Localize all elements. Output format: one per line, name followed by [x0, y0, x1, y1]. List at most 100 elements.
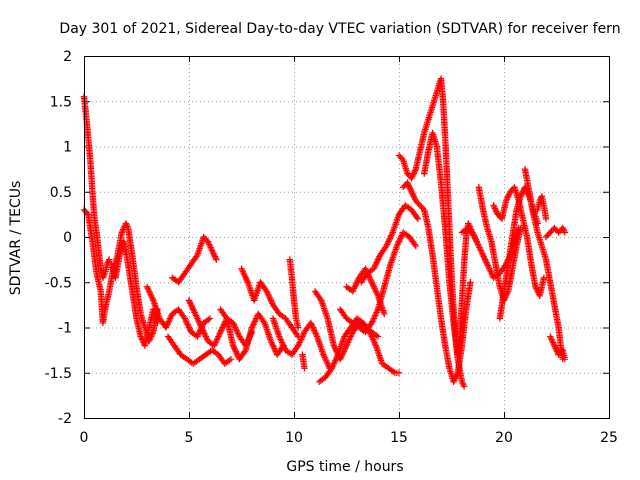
data-point-interp — [549, 339, 557, 346]
data-point — [328, 365, 335, 372]
data-point-interp — [367, 331, 375, 339]
data-point-interp — [372, 312, 379, 319]
data-point — [181, 315, 188, 322]
data-point-interp — [206, 242, 214, 250]
data-point-interp — [215, 333, 222, 340]
data-point-interp — [195, 330, 202, 337]
data-point-interp — [545, 230, 552, 238]
data-point — [458, 378, 466, 385]
data-point-interp — [209, 248, 216, 256]
data-point-interp — [479, 251, 487, 259]
x-tick-label: 15 — [390, 430, 408, 446]
data-point-interp — [194, 315, 201, 322]
data-point-interp — [239, 268, 247, 275]
data-point-interp — [249, 322, 256, 330]
data-point — [412, 197, 419, 204]
data-point — [229, 342, 237, 349]
data-point — [301, 365, 308, 372]
data-point — [320, 351, 327, 358]
data-point — [414, 215, 422, 223]
data-series — [80, 75, 569, 390]
series-arc-20 — [421, 129, 468, 390]
data-point-interp — [220, 322, 227, 330]
data-point — [561, 229, 569, 236]
data-point-interp — [372, 262, 379, 269]
data-point-interp — [213, 337, 220, 345]
data-point-interp — [410, 193, 417, 200]
data-point-interp — [352, 282, 359, 289]
data-point-interp — [165, 318, 172, 325]
chart-title: Day 301 of 2021, Sidereal Day-to-day VTE… — [59, 21, 620, 37]
data-point-interp — [411, 167, 419, 174]
data-point-interp — [370, 337, 377, 345]
data-point-interp — [367, 276, 374, 283]
data-point — [263, 288, 270, 295]
data-point-interp — [252, 316, 259, 324]
data-point-interp — [560, 226, 567, 233]
x-axis-label: GPS time / hours — [286, 459, 403, 475]
data-point — [551, 224, 558, 232]
data-point-interp — [369, 318, 376, 325]
data-point-interp — [205, 239, 212, 247]
data-point-interp — [311, 327, 318, 334]
data-point-interp — [552, 226, 559, 233]
data-point-interp — [409, 171, 417, 179]
data-point — [206, 315, 214, 322]
data-point-interp — [308, 321, 315, 328]
data-point-interp — [148, 333, 155, 340]
data-point — [267, 337, 275, 345]
data-point — [238, 265, 245, 272]
data-point-interp — [297, 336, 305, 343]
series-arc-8 — [217, 306, 287, 363]
data-point-interp — [383, 241, 391, 248]
data-point-interp — [550, 340, 557, 348]
data-point-interp — [313, 331, 320, 339]
data-point-interp — [411, 168, 418, 176]
data-point-interp — [411, 241, 418, 248]
data-point — [460, 383, 468, 390]
data-point-interp — [367, 330, 374, 337]
data-point-interp — [373, 309, 380, 316]
data-point-interp — [372, 288, 380, 295]
data-point-interp — [451, 375, 459, 382]
data-point-interp — [409, 173, 416, 180]
data-point — [559, 224, 566, 232]
data-point-interp — [479, 250, 486, 257]
data-point-interp — [415, 200, 422, 208]
series-arc-16 — [337, 229, 419, 336]
data-point-interp — [190, 307, 198, 315]
data-point — [477, 247, 485, 254]
data-point — [330, 342, 338, 349]
data-point-interp — [353, 280, 360, 287]
series-arc-6 — [164, 333, 235, 367]
data-point-interp — [189, 304, 196, 312]
data-point — [227, 355, 235, 363]
series-arc-12 — [299, 351, 308, 372]
x-tick-label: 0 — [80, 430, 89, 446]
data-point — [490, 202, 497, 209]
data-point-interp — [124, 223, 131, 230]
data-point — [408, 174, 415, 182]
data-point-interp — [164, 321, 171, 328]
data-point — [204, 238, 212, 245]
data-point-interp — [371, 313, 378, 321]
data-point-interp — [207, 244, 214, 251]
data-point-interp — [370, 283, 377, 290]
data-point-interp — [211, 340, 219, 348]
data-point-interp — [452, 374, 459, 381]
y-tick-label: 2 — [63, 49, 72, 65]
data-point-interp — [322, 355, 329, 363]
data-point-interp — [347, 333, 354, 340]
data-point-interp — [533, 285, 540, 292]
data-point-interp — [384, 239, 391, 247]
data-point-interp — [297, 337, 304, 345]
data-point — [211, 342, 218, 349]
data-point — [555, 351, 562, 358]
data-point-interp — [551, 343, 559, 351]
data-point-interp — [232, 348, 240, 355]
x-tick-label: 10 — [285, 430, 303, 446]
data-point-interp — [233, 349, 240, 357]
data-point — [295, 342, 302, 349]
data-point-interp — [298, 334, 305, 342]
